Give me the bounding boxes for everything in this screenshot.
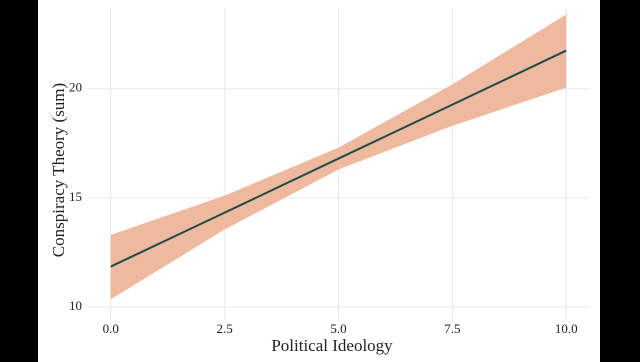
y-tick-label: 15 bbox=[69, 189, 82, 204]
y-tick-label: 10 bbox=[69, 298, 82, 313]
y-axis-label: Conspiracy Theory (sum) bbox=[49, 83, 68, 257]
x-tick-label: 0.0 bbox=[103, 321, 119, 336]
x-tick-label: 10.0 bbox=[555, 321, 578, 336]
x-tick-label: 2.5 bbox=[217, 321, 233, 336]
y-tick-label: 20 bbox=[69, 80, 82, 95]
x-tick-label: 5.0 bbox=[330, 321, 346, 336]
fit-line bbox=[110, 49, 567, 268]
x-axis-label: Political Ideology bbox=[271, 336, 393, 355]
x-tick-label: 7.5 bbox=[444, 321, 460, 336]
chart: Political Ideology Conspiracy Theory (su… bbox=[38, 0, 600, 362]
confidence-band bbox=[110, 14, 567, 300]
